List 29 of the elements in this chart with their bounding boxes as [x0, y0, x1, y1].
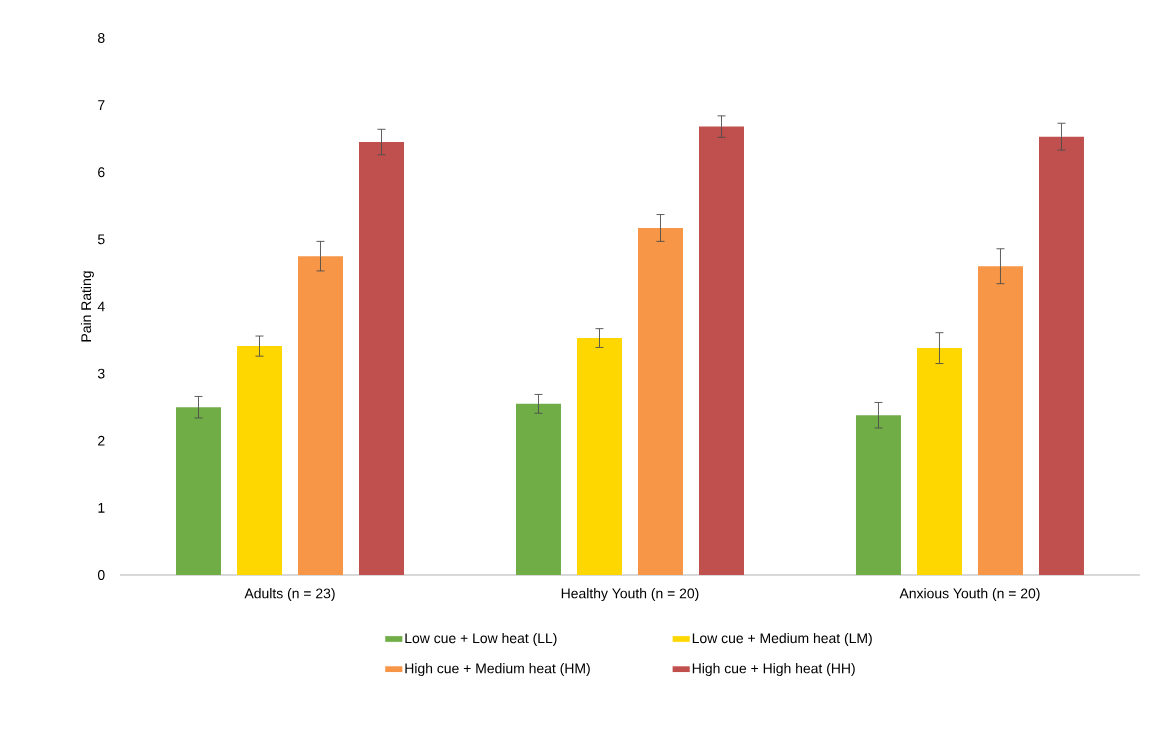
x-tick-label: Adults (n = 23)	[244, 588, 335, 602]
legend-label: High cue + High heat (HH)	[692, 663, 855, 677]
y-tick-label: 5	[97, 234, 105, 245]
bar	[637, 227, 683, 575]
y-tick-label: 8	[98, 33, 105, 43]
legend-label: Low cue + Low heat (LL)	[405, 632, 557, 646]
bar	[916, 348, 962, 575]
y-tick-label: 6	[98, 167, 105, 178]
legend-label: High cue + Medium heat (HM)	[405, 663, 590, 677]
bar	[298, 256, 343, 575]
y-tick-label: 0	[97, 570, 105, 580]
bar	[176, 407, 221, 575]
legend-label: Low cue + Medium heat (LM)	[692, 632, 872, 646]
bar	[237, 346, 282, 575]
bar	[515, 403, 561, 575]
y-axis-title: Pain Rating	[80, 271, 94, 342]
y-tick-label: 3	[97, 368, 105, 379]
bar	[698, 126, 744, 575]
bar	[977, 266, 1023, 575]
y-tick-label: 1	[98, 503, 105, 513]
bar	[1038, 136, 1084, 575]
y-tick-label: 7	[98, 100, 105, 110]
bar	[359, 142, 404, 575]
bar	[855, 415, 901, 575]
x-tick-label: Healthy Youth (n = 20)	[561, 588, 699, 602]
x-tick-label: Anxious Youth (n = 20)	[899, 588, 1040, 602]
y-tick-label: 4	[97, 301, 105, 312]
y-tick-label: 2	[98, 435, 105, 446]
bar	[576, 338, 622, 575]
